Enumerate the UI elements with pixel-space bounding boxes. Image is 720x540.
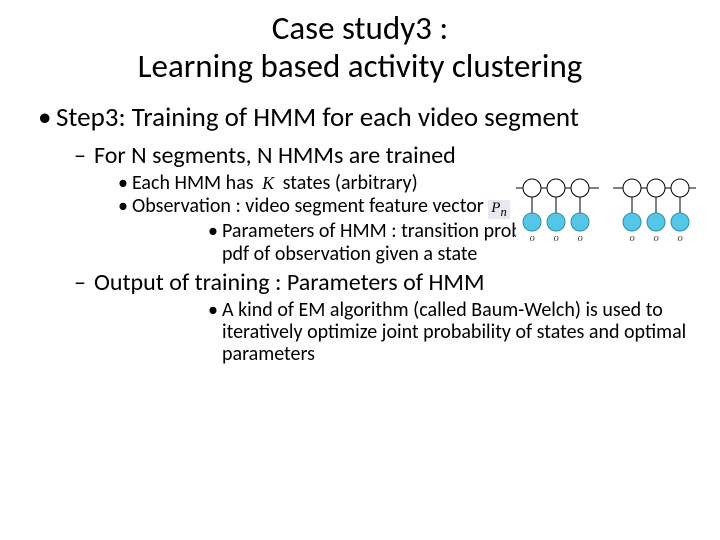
sub2-b1-line: •A kind of EM algorithm (called Baum-Wel… xyxy=(118,299,692,366)
sub2-line: –Output of training : Parameters of HMM xyxy=(74,269,692,297)
k-symbol: K xyxy=(258,173,278,193)
svg-text:O: O xyxy=(577,235,582,243)
bullet-dot-icon: • xyxy=(208,299,222,321)
title-line1: Case study3 : xyxy=(272,8,448,48)
sub1-b2-a: Observation : video segment feature vect… xyxy=(132,194,484,218)
svg-text:O: O xyxy=(553,235,558,243)
sub1-b1-a: Each HMM has xyxy=(132,171,254,195)
step3-line: •Step3: Training of HMM for each video s… xyxy=(38,104,692,132)
slide: Case study3 : Learning based activity cl… xyxy=(0,0,720,540)
svg-text:O: O xyxy=(529,235,534,243)
sub2-text: Output of training : Parameters of HMM xyxy=(94,268,484,297)
sub1-line: –For N segments, N HMMs are trained xyxy=(74,142,692,170)
bullet-dot-icon: • xyxy=(38,104,56,132)
bullet-dash-icon: – xyxy=(74,269,94,297)
title-line2: Learning based activity clustering xyxy=(138,46,583,86)
slide-title: Case study3 : Learning based activity cl… xyxy=(28,10,692,86)
bullet-dot-icon: • xyxy=(118,172,132,194)
step3-text: Step3: Training of HMM for each video se… xyxy=(56,101,579,134)
svg-text:O: O xyxy=(677,235,682,243)
sub1-b1-b: states (arbitrary) xyxy=(283,171,418,195)
bullet-dash-icon: – xyxy=(74,142,94,170)
svg-text:O: O xyxy=(653,235,658,243)
bullet-dot-icon: • xyxy=(208,220,222,242)
hmm-diagram: OOOOOO xyxy=(516,170,696,254)
bullet-dot-icon: • xyxy=(118,195,132,217)
svg-text:O: O xyxy=(629,235,634,243)
pn-symbol: Pn xyxy=(488,200,509,219)
sub2-b1-text: A kind of EM algorithm (called Baum-Welc… xyxy=(222,298,686,367)
sub1-text: For N segments, N HMMs are trained xyxy=(94,141,456,170)
